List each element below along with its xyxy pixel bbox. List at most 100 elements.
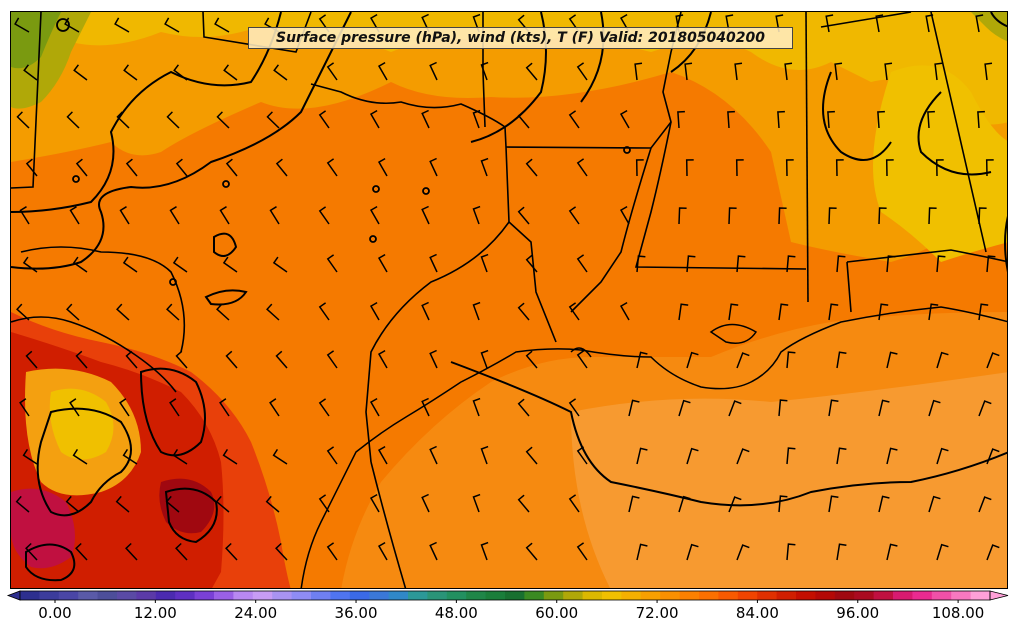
map-title: Surface pressure (hPa), wind (kts), T (F… — [248, 27, 793, 49]
wind-barb — [936, 351, 949, 369]
wind-barb — [225, 542, 238, 561]
colorbar-tick-label: 48.00 — [434, 604, 478, 622]
wind-barb — [421, 493, 430, 513]
colorbar-cell — [854, 591, 875, 600]
wind-barb — [429, 445, 438, 465]
wind-barb — [472, 109, 481, 129]
wind-barb — [69, 206, 80, 225]
wind-barb — [472, 301, 481, 321]
colorbar-cell — [291, 591, 312, 600]
wind-barb — [568, 206, 580, 225]
wind-barb — [636, 543, 648, 561]
wind-barb — [878, 399, 890, 417]
wind-barb — [636, 351, 648, 369]
colorbar-tick-label: 12.00 — [133, 604, 177, 622]
wind-barb — [318, 494, 330, 513]
wind-barb — [429, 157, 438, 177]
wind-barb — [525, 350, 538, 369]
wind-barb — [269, 398, 280, 417]
wind-barb — [326, 350, 338, 369]
colorbar-cell — [524, 591, 545, 600]
wind-barb — [785, 159, 794, 177]
wind-barb — [836, 351, 847, 369]
wind-barb — [275, 158, 288, 177]
wind-barb — [576, 350, 588, 369]
wind-barb — [619, 205, 630, 225]
colorbar-border — [19, 590, 991, 601]
wind-barb — [72, 256, 88, 273]
colorbar-cell — [194, 591, 215, 600]
wind-barb — [266, 303, 280, 321]
wind-barb — [778, 495, 788, 513]
wind-barb — [275, 542, 288, 561]
map-canvas — [11, 12, 1007, 588]
wind-barb — [836, 447, 847, 465]
wind-barb — [686, 543, 699, 561]
map-panel: Surface pressure (hPa), wind (kts), T (F… — [10, 11, 1008, 589]
wind-barb — [828, 303, 839, 321]
wind-barb — [928, 303, 939, 321]
wind-barb — [369, 493, 380, 513]
wind-barb — [886, 543, 898, 561]
wind-barb — [568, 398, 580, 417]
wind-barb — [326, 62, 338, 81]
wind-barb — [677, 110, 685, 129]
colorbar-tick-label: 108.00 — [931, 604, 985, 622]
wind-barb — [169, 206, 180, 225]
wind-barb — [684, 62, 693, 81]
wind-barb — [23, 64, 38, 81]
wind-barb — [19, 398, 30, 417]
wind-barb — [634, 62, 643, 81]
colorbar-cell — [834, 591, 855, 600]
wind-barb — [986, 352, 1000, 369]
wind-barb — [986, 448, 1000, 465]
colorbar-cell — [97, 591, 118, 600]
wind-barb — [978, 496, 992, 513]
colorbar-tick-label: 84.00 — [735, 604, 779, 622]
wind-barb — [216, 111, 230, 129]
colorbar-cell — [233, 591, 254, 600]
wind-barb — [568, 110, 580, 129]
wind-barb — [172, 256, 188, 273]
wind-barb — [525, 254, 538, 273]
wind-barb — [936, 543, 949, 561]
wind-barb — [675, 14, 684, 33]
colorbar-cell — [582, 591, 603, 600]
wind-barb — [786, 255, 796, 273]
wind-barb — [985, 159, 994, 177]
wind-barb — [480, 541, 489, 561]
wind-barb — [215, 495, 230, 513]
wind-barb — [678, 303, 689, 321]
wind-barb — [778, 303, 789, 321]
wind-barb — [421, 397, 430, 417]
wind-barb — [66, 303, 80, 321]
wind-barb — [265, 495, 280, 513]
wind-barb — [175, 542, 188, 561]
wind-barb — [429, 61, 438, 81]
wind-barb — [568, 494, 580, 513]
wind-barb — [369, 205, 380, 225]
wind-barb — [884, 62, 893, 81]
wind-barbs — [14, 13, 1000, 561]
wind-barb — [165, 495, 180, 513]
wind-barb — [835, 159, 844, 177]
temperature-cooler-patch — [11, 12, 61, 69]
wind-barb — [15, 495, 30, 513]
wind-barb — [125, 542, 138, 561]
wind-barb — [619, 109, 630, 129]
wind-barb — [318, 206, 330, 225]
wind-barb — [828, 495, 839, 513]
wind-barb — [472, 493, 481, 513]
wind-barb — [576, 158, 588, 177]
wind-barb — [429, 541, 438, 561]
wind-barb — [886, 351, 898, 369]
wind-barb — [326, 254, 338, 273]
wind-barb — [480, 445, 489, 465]
wind-barb — [736, 544, 750, 561]
wind-barb — [377, 253, 388, 273]
wind-barb — [275, 350, 288, 369]
wind-barb — [377, 445, 388, 465]
temperature-cool-corner — [971, 12, 1007, 42]
wind-barb — [166, 111, 180, 129]
wind-barb — [472, 205, 481, 225]
